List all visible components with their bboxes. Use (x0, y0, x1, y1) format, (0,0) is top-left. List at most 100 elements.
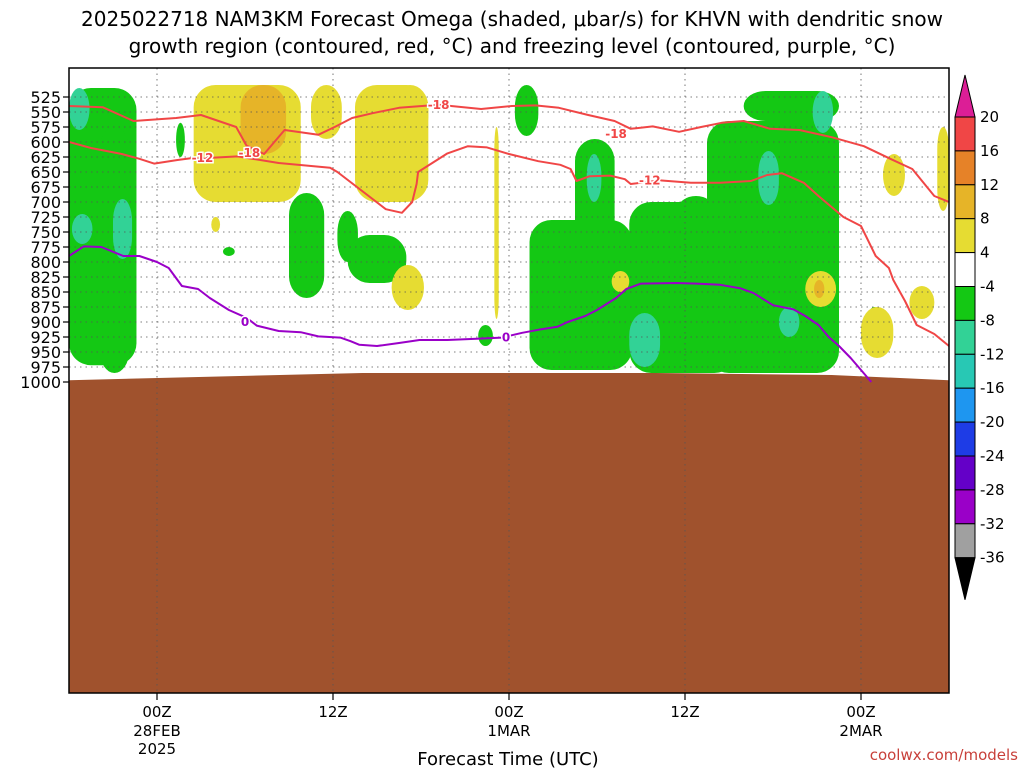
colorbar-segment (954, 252, 976, 288)
colorbar-segment (954, 319, 976, 355)
omega-region-teal (629, 313, 661, 367)
colorbar-segment (954, 286, 976, 321)
contour-layer (69, 103, 949, 383)
y-tick-label: 800 (30, 253, 61, 272)
y-tick-label: 775 (30, 238, 61, 257)
omega-region-green (677, 196, 715, 223)
x-date-label: 2025 (138, 740, 176, 758)
colorbar-segment (954, 353, 976, 389)
contour-line-freezing-level-0 (69, 245, 873, 383)
x-date-label: 28FEB (133, 722, 180, 740)
omega-region-green (176, 122, 185, 157)
omega-region-yellow (883, 154, 905, 196)
omega-region-green (478, 325, 493, 346)
x-date-label: 1MAR (487, 722, 530, 740)
omega-region-green (223, 247, 235, 256)
y-tick-label: 950 (30, 343, 61, 362)
colorbar-label: -12 (980, 345, 1005, 363)
colorbar-label: -32 (980, 515, 1005, 533)
colorbar-segment (954, 523, 976, 559)
omega-region-teal (71, 214, 93, 244)
x-tick-label: 12Z (318, 703, 347, 721)
title-line-1: 2025022718 NAM3KM Forecast Omega (shaded… (81, 7, 943, 31)
colorbar-label: -8 (980, 311, 995, 329)
ground-fill (69, 373, 949, 693)
x-axis-label: Forecast Time (UTC) (417, 749, 598, 768)
y-tick-label: 900 (30, 313, 61, 332)
y-tick-label: 600 (30, 133, 61, 152)
y-tick-label: 1000 (20, 373, 61, 392)
y-tick-label: 675 (30, 178, 61, 197)
colorbar-label: 8 (980, 210, 990, 228)
contour-line-dgz-18 (69, 103, 949, 203)
omega-region-yellow (311, 85, 342, 139)
colorbar-segment (954, 184, 976, 220)
colorbar-label: 16 (980, 142, 999, 160)
y-tick-label: 750 (30, 223, 61, 242)
omega-region-green (289, 193, 325, 298)
y-tick-label: 625 (30, 148, 61, 167)
contour-label: -18 (428, 98, 450, 112)
colorbar: 20 16 12 8 4 -4 -8 -12 -16 -20 -24 -28 -32 -36 (954, 74, 1005, 600)
contour-label: -18 (605, 127, 627, 141)
omega-region-teal (113, 199, 133, 259)
omega-region-green (99, 127, 130, 373)
omega-region-teal (586, 154, 602, 202)
colorbar-segment (954, 455, 976, 491)
x-tick-label: 00Z (494, 703, 523, 721)
colorbar-label: 12 (980, 176, 999, 194)
colorbar-label: -28 (980, 481, 1005, 499)
x-tick-label: 00Z (142, 703, 171, 721)
omega-region-teal (758, 151, 779, 205)
colorbar-segment (954, 489, 976, 525)
omega-region-teal (778, 307, 800, 337)
omega-region-orange (240, 85, 287, 154)
contour-label-layer: -18 -18 -18 -12 -12 0 0 (190, 96, 662, 346)
omega-region-orange (814, 280, 825, 298)
colorbar-extend-top (954, 74, 976, 118)
omega-region-yellow (211, 217, 221, 232)
chart-title: 2025022718 NAM3KM Forecast Omega (shaded… (81, 7, 943, 58)
contour-label: 0 (502, 331, 510, 345)
colorbar-segment (954, 218, 976, 254)
y-tick-label: 525 (30, 88, 61, 107)
omega-region-yellow (391, 265, 424, 310)
colorbar-label: -36 (980, 549, 1005, 567)
y-tick-label: 925 (30, 328, 61, 347)
y-tick-label: 850 (30, 283, 61, 302)
y-axis: 5255505756006256506757007257507758008258… (20, 88, 69, 392)
contour-label: -12 (192, 151, 214, 165)
omega-region-yellow (494, 127, 499, 319)
omega-region-yellow (937, 127, 949, 211)
colorbar-extend-bottom (954, 557, 976, 600)
x-tick-label: 00Z (846, 703, 875, 721)
y-tick-label: 875 (30, 298, 61, 317)
y-tick-label: 975 (30, 358, 61, 377)
colorbar-label: -16 (980, 379, 1005, 397)
grid-layer (69, 68, 949, 693)
colorbar-segment (954, 116, 976, 152)
colorbar-segment (954, 421, 976, 457)
contour-line-dgz-12 (69, 141, 949, 347)
y-tick-label: 550 (30, 103, 61, 122)
omega-region-yellow (861, 307, 894, 358)
omega-region-yellow (909, 286, 935, 319)
x-date-label: 2MAR (839, 722, 882, 740)
contour-label: 0 (241, 315, 249, 329)
contour-label: -12 (639, 173, 661, 187)
y-tick-label: 575 (30, 118, 61, 137)
colorbar-segment (954, 150, 976, 186)
y-tick-label: 725 (30, 208, 61, 227)
y-tick-label: 825 (30, 268, 61, 287)
colorbar-label: 20 (980, 108, 999, 126)
omega-region-green (347, 235, 407, 283)
ground-layer (69, 373, 949, 693)
credit-text[interactable]: coolwx.com/models (870, 746, 1018, 764)
y-tick-label: 650 (30, 163, 61, 182)
omega-region-green (514, 85, 539, 136)
contour-label: -18 (239, 146, 261, 160)
title-line-2: growth region (contoured, red, °C) and f… (129, 34, 896, 58)
y-tick-label: 700 (30, 193, 61, 212)
